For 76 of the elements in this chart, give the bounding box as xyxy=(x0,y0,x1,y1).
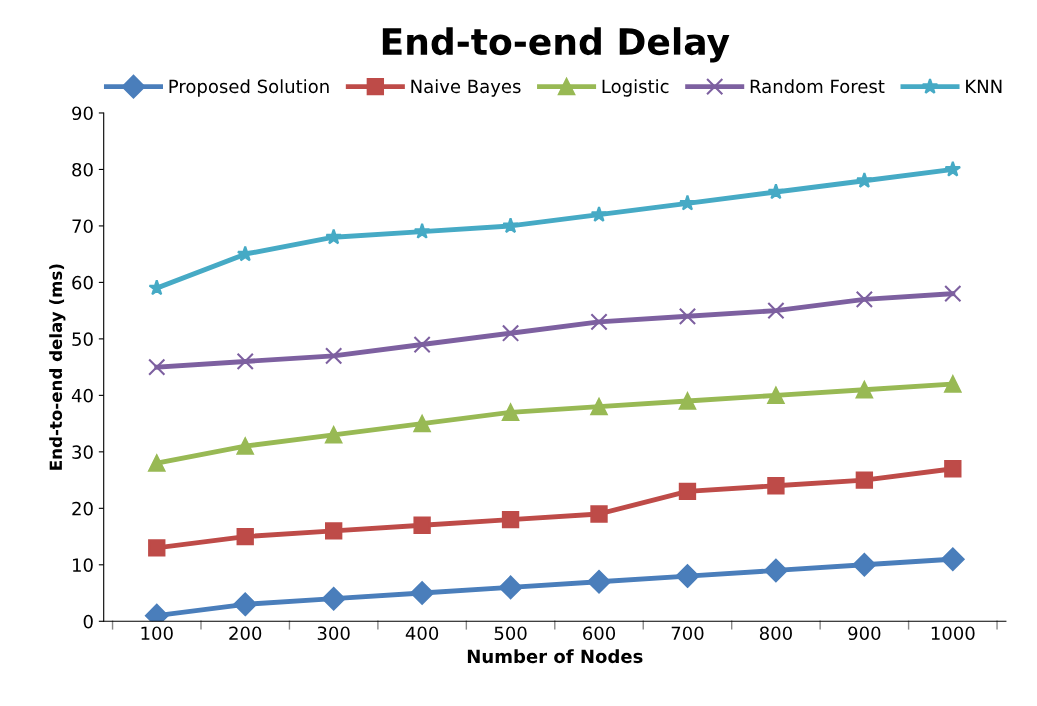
point xyxy=(940,547,965,571)
point xyxy=(767,477,785,495)
legend-label: Naive Bayes xyxy=(411,79,521,97)
point xyxy=(590,205,608,222)
point xyxy=(855,471,874,489)
point xyxy=(678,307,697,325)
point xyxy=(236,352,254,371)
point xyxy=(590,397,608,416)
point xyxy=(852,552,877,577)
legend-label: Random Forest xyxy=(750,79,885,94)
point xyxy=(767,301,785,320)
point xyxy=(678,392,697,410)
x-tick-label: 100 xyxy=(141,626,173,641)
point xyxy=(236,527,254,546)
point xyxy=(148,358,166,376)
point xyxy=(675,564,700,588)
x-tick-label: 500 xyxy=(494,626,527,641)
point xyxy=(501,403,520,421)
y-tick-label: 10 xyxy=(72,558,93,572)
x-tick-label: 900 xyxy=(848,626,881,641)
y-tick-label: 90 xyxy=(72,106,93,121)
y-tick-label: 60 xyxy=(72,275,93,290)
point xyxy=(413,222,431,239)
x-tick-label: 400 xyxy=(405,626,439,641)
point xyxy=(324,522,343,540)
point xyxy=(148,454,166,472)
point xyxy=(502,217,519,234)
y-tick-label: 20 xyxy=(72,501,93,516)
x-tick-label: 800 xyxy=(759,626,792,641)
y-tick-label: 40 xyxy=(71,388,93,403)
point xyxy=(678,482,697,501)
x-tick-label: 700 xyxy=(671,626,704,641)
point xyxy=(590,505,608,523)
point xyxy=(236,245,254,262)
point xyxy=(501,324,520,342)
point xyxy=(767,183,785,200)
point xyxy=(413,335,431,354)
point xyxy=(498,575,523,600)
point xyxy=(413,414,431,433)
point xyxy=(679,194,696,211)
point xyxy=(324,426,343,444)
x-tick-label: 1000 xyxy=(931,626,975,641)
x-axis-title: Number of Nodes xyxy=(467,649,643,664)
legend-label: KNN xyxy=(966,79,1002,93)
point xyxy=(233,592,258,617)
point xyxy=(501,510,520,529)
point xyxy=(587,569,611,594)
point xyxy=(325,228,342,245)
point xyxy=(410,581,434,605)
y-tick-label: 0 xyxy=(83,614,93,629)
y-tick-label: 70 xyxy=(72,219,93,234)
x-tick-label: 300 xyxy=(317,626,350,641)
point xyxy=(148,539,166,557)
legend-label: Proposed Solution xyxy=(169,79,329,97)
point xyxy=(855,290,874,309)
point xyxy=(324,347,343,365)
point xyxy=(855,381,874,399)
point xyxy=(944,375,962,393)
point xyxy=(764,558,788,583)
point xyxy=(856,172,873,188)
chart-title: End-to-end Delay xyxy=(382,27,730,63)
point xyxy=(944,160,962,177)
point xyxy=(944,285,962,303)
y-tick-label: 50 xyxy=(72,332,93,346)
legend-label: Logistic xyxy=(602,79,669,97)
y-tick-label: 80 xyxy=(72,162,93,177)
point xyxy=(321,586,346,611)
point xyxy=(236,437,254,455)
y-tick-label: 30 xyxy=(72,445,93,459)
point xyxy=(413,516,431,534)
point xyxy=(767,386,785,405)
point xyxy=(944,460,962,478)
x-tick-label: 200 xyxy=(229,626,262,641)
point xyxy=(590,313,608,331)
y-axis-title: End-to-end delay (ms) xyxy=(49,264,66,470)
x-tick-label: 600 xyxy=(583,626,616,641)
